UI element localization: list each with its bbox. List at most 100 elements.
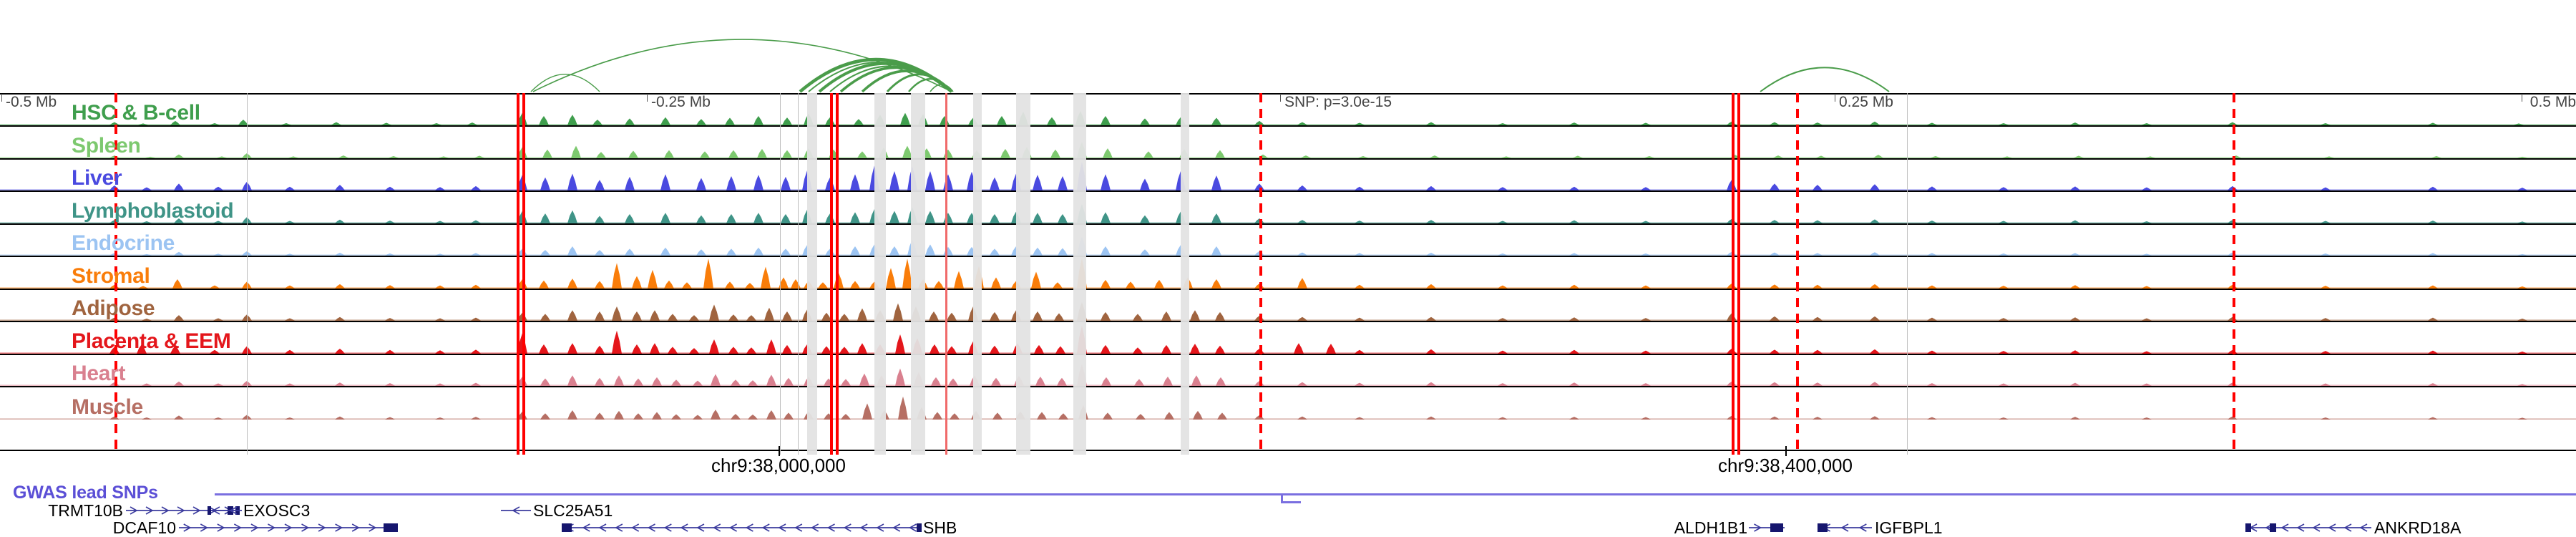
gene-strand-arrow	[250, 523, 259, 532]
signal-track-muscle[interactable]: Muscle	[0, 387, 2576, 420]
track-signal-svg	[0, 111, 2576, 126]
chromatin-loop-arcs-panel	[0, 0, 2576, 93]
gene-strand-arrow	[908, 523, 917, 532]
gene-strand-arrow	[2359, 523, 2368, 532]
gene-strand-arrow	[351, 523, 360, 532]
coordinate-label: chr9:38,000,000	[711, 455, 846, 476]
gene-strand-arrow	[663, 523, 672, 532]
gene-slc25a51[interactable]: SLC25A51	[501, 502, 613, 520]
gene-exon	[384, 523, 398, 532]
gwas-region-notch	[1281, 493, 1301, 503]
signal-area	[0, 397, 2576, 420]
gene-exon	[2270, 523, 2276, 532]
gene-symbol-label: TRMT10B	[48, 502, 123, 520]
gene-strand-arrow	[1858, 523, 1867, 532]
gene-strand-arrow	[212, 506, 220, 515]
gene-strand-arrow	[268, 523, 276, 532]
gene-igfbpl1[interactable]: IGFBPL1	[1818, 518, 1943, 537]
track-signal-svg	[0, 325, 2576, 354]
gene-strand-arrow	[631, 523, 640, 532]
signal-baseline	[0, 352, 2576, 354]
signal-track-heart[interactable]: Heart	[0, 355, 2576, 387]
gene-dcaf10[interactable]: DCAF10	[113, 518, 398, 537]
gene-strand-arrow	[177, 506, 185, 515]
signal-track-liver[interactable]: Liver	[0, 160, 2576, 193]
signal-baseline	[0, 189, 2576, 191]
signal-area	[0, 162, 2576, 191]
gene-strand-arrow	[582, 523, 590, 532]
signal-area	[0, 257, 2576, 289]
chromatin-loop-arc	[530, 73, 600, 92]
gene-strand-arrow	[794, 523, 803, 532]
coordinate-tick	[779, 446, 780, 456]
gene-strand-arrow	[892, 523, 901, 532]
gwas-lead-snps-label: GWAS lead SNPs	[13, 483, 158, 503]
track-signal-svg	[0, 257, 2576, 289]
gene-strand-arrow	[233, 523, 243, 532]
gene-strand-arrow	[761, 523, 770, 532]
signal-track-hsc-b-cell[interactable]: HSC & B-cell	[0, 95, 2576, 127]
gene-strand-arrow	[318, 523, 326, 532]
gene-strand-arrow	[778, 523, 786, 532]
gene-strand-arrow	[192, 506, 201, 515]
track-label-heart: Heart	[72, 361, 126, 385]
gene-symbol-label: SHB	[923, 518, 957, 537]
gene-shb[interactable]: SHB	[562, 518, 957, 537]
gene-strand-arrow	[2280, 523, 2289, 532]
gene-strand-arrow	[229, 506, 238, 515]
gene-exon	[1818, 523, 1828, 532]
gene-strand-arrow	[713, 523, 721, 532]
signal-track-spleen[interactable]: Spleen	[0, 127, 2576, 160]
gene-strand-arrow	[745, 523, 753, 532]
signal-area	[0, 236, 2576, 256]
gene-aldh1b1[interactable]: ALDH1B1	[1674, 518, 1785, 537]
signal-track-stromal[interactable]: Stromal	[0, 257, 2576, 290]
gene-strand-arrow	[2312, 523, 2321, 532]
gene-strand-arrow	[369, 523, 377, 532]
signal-track-endocrine[interactable]: Endocrine	[0, 225, 2576, 258]
gene-ankrd18a[interactable]: ANKRD18A	[2245, 518, 2462, 537]
gene-exon	[1770, 523, 1783, 532]
signal-tracks-panel: HSC & B-cell Spleen Liver Lymphoblastoid End…	[0, 93, 2576, 451]
gene-strand-arrow	[512, 506, 520, 515]
gene-strand-arrow	[1840, 523, 1849, 532]
track-signal-svg	[0, 364, 2576, 386]
track-signal-svg	[0, 236, 2576, 256]
gene-annotation-track[interactable]: TRMT10B EXOSC3 DCAF10 SLC25A51 SHB ALDH1B1 IGF…	[0, 502, 2576, 537]
signal-track-lymphoblastoid[interactable]: Lymphoblastoid	[0, 192, 2576, 225]
gene-strand-arrow	[859, 523, 868, 532]
gene-strand-arrow	[843, 523, 852, 532]
signal-area	[0, 203, 2576, 223]
gene-strand-arrow	[1754, 523, 1762, 532]
gene-strand-arrow	[680, 523, 688, 532]
signal-track-placenta-eem[interactable]: Placenta & EEM	[0, 322, 2576, 355]
coordinate-label: chr9:38,400,000	[1718, 455, 1853, 476]
signal-area	[0, 301, 2576, 321]
gwas-track-line	[215, 493, 2576, 495]
gene-exosc3[interactable]: EXOSC3	[208, 502, 310, 520]
gene-symbol-label: EXOSC3	[243, 502, 310, 520]
track-label-liver: Liver	[72, 166, 122, 190]
gene-strand-arrow	[728, 523, 737, 532]
chromatin-loop-arc	[829, 65, 951, 92]
gene-strand-arrow	[2328, 523, 2336, 532]
signal-baseline	[0, 287, 2576, 289]
gene-strand-arrow	[876, 523, 884, 532]
chromatin-loop-arc	[908, 77, 952, 92]
gene-strand-arrow	[2343, 523, 2352, 532]
gene-exon	[562, 523, 572, 532]
signal-track-adipose[interactable]: Adipose	[0, 290, 2576, 323]
track-label-placenta-eem: Placenta & EEM	[72, 329, 231, 353]
gene-strand-arrow	[130, 506, 138, 515]
gene-symbol-label: ANKRD18A	[2374, 518, 2462, 537]
chromatin-loop-arc	[1760, 67, 1890, 92]
signal-baseline	[0, 157, 2576, 158]
gene-symbol-label: ALDH1B1	[1674, 518, 1747, 537]
coordinate-tick	[1785, 446, 1787, 456]
gene-exon	[2245, 523, 2251, 532]
track-signal-svg	[0, 397, 2576, 420]
gene-strand-arrow	[284, 523, 293, 532]
track-signal-svg	[0, 162, 2576, 191]
track-label-stromal: Stromal	[72, 263, 150, 288]
